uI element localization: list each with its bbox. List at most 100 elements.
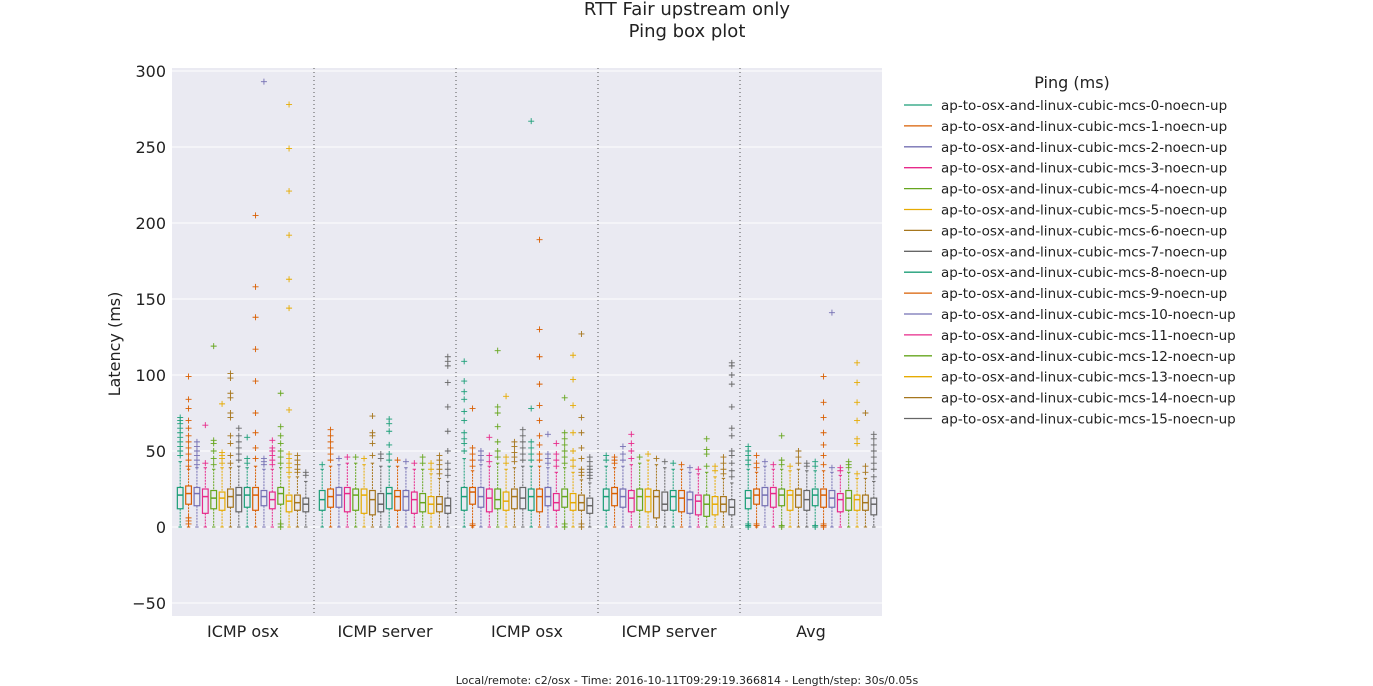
box-4-15 <box>870 431 878 528</box>
box <box>644 488 652 513</box>
legend: Ping (ms) ap-to-osx-and-linux-cubic-mcs-… <box>904 73 1236 428</box>
outlier-point <box>820 461 827 468</box>
legend-item-label: ap-to-osx-and-linux-cubic-mcs-3-noecn-up <box>941 161 1227 177</box>
box-2-14 <box>577 330 585 530</box>
outlier-point <box>854 417 861 424</box>
outlier-point <box>828 464 835 471</box>
outlier-point <box>586 454 593 461</box>
outlier-point <box>553 457 560 464</box>
box-0-3 <box>201 422 209 528</box>
box-3-3 <box>627 431 635 528</box>
outlier-point <box>561 454 568 461</box>
outlier-point <box>628 440 635 447</box>
box-3-1 <box>611 454 619 528</box>
outlier-point <box>252 378 259 385</box>
outlier-point <box>728 372 735 378</box>
x-tick-label: ICMP server <box>337 622 433 641</box>
box-series <box>176 78 878 530</box>
box <box>318 489 326 511</box>
x-tick-label: ICMP osx <box>491 622 563 641</box>
box-4-11 <box>836 464 844 528</box>
outlier-point <box>327 432 334 439</box>
outlier-point <box>227 370 234 377</box>
outlier-point <box>369 429 376 436</box>
outlier-point <box>277 432 284 439</box>
box-2-0 <box>460 358 468 528</box>
outlier-point <box>778 457 785 464</box>
box <box>210 489 218 510</box>
box-1-0 <box>318 461 326 528</box>
outlier-point <box>553 440 560 447</box>
outlier-point <box>528 118 535 125</box>
outlier-point <box>536 381 543 388</box>
box-2-4 <box>494 347 502 528</box>
outlier-point <box>570 429 577 436</box>
outlier-point <box>277 423 284 430</box>
box-4-7 <box>803 460 811 528</box>
outlier-point <box>528 457 535 464</box>
y-tick-label: 300 <box>135 62 166 81</box>
box <box>360 488 368 514</box>
outlier-point <box>327 457 334 464</box>
outlier-point <box>436 452 443 459</box>
box-3-4 <box>636 454 644 528</box>
outlier-point <box>461 417 468 424</box>
outlier-point <box>235 444 242 451</box>
outlier-point <box>252 314 259 321</box>
outlier-point <box>570 352 577 359</box>
outlier-point <box>319 461 326 468</box>
outlier-point <box>294 452 301 459</box>
legend-title: Ping (ms) <box>1034 73 1110 92</box>
box-3-10 <box>686 464 694 528</box>
outlier-point <box>845 458 852 465</box>
box-0-0 <box>176 414 184 528</box>
legend-item-label: ap-to-osx-and-linux-cubic-mcs-5-noecn-up <box>941 203 1227 219</box>
outlier-point <box>461 408 468 415</box>
box <box>494 488 502 510</box>
outlier-point <box>820 452 827 459</box>
outlier-point <box>519 451 526 458</box>
box <box>410 491 418 514</box>
outlier-point <box>544 431 551 438</box>
outlier-point <box>252 429 259 436</box>
outlier-point <box>386 451 393 458</box>
outlier-point <box>536 402 543 409</box>
outlier-point <box>728 473 735 480</box>
outlier-point <box>503 454 510 461</box>
outlier-point <box>444 403 451 410</box>
box <box>385 486 393 510</box>
outlier-point <box>444 379 451 386</box>
legend-item-label: ap-to-osx-and-linux-cubic-mcs-6-noecn-up <box>941 223 1227 239</box>
box <box>652 489 660 519</box>
outlier-point <box>536 432 543 439</box>
box-2-2 <box>477 448 485 528</box>
outlier-point <box>628 455 635 462</box>
box <box>185 485 193 505</box>
outlier-point <box>227 452 234 459</box>
box <box>636 488 644 511</box>
outlier-point <box>444 448 451 454</box>
box-1-2 <box>335 455 343 528</box>
outlier-point <box>185 457 192 464</box>
outlier-point <box>286 451 293 458</box>
outlier-point <box>528 438 535 445</box>
y-tick-label: 50 <box>146 442 166 461</box>
outlier-point <box>286 232 293 239</box>
box <box>803 489 811 511</box>
outlier-point <box>428 460 435 467</box>
outlier-point <box>210 448 217 454</box>
outlier-point <box>177 414 184 421</box>
outlier-point <box>854 470 861 477</box>
box-4-12 <box>845 458 853 528</box>
outlier-point <box>578 444 585 451</box>
outlier-point <box>185 451 192 458</box>
outlier-point <box>578 330 585 337</box>
outlier-point <box>753 452 760 459</box>
outlier-point <box>277 520 284 527</box>
outlier-point <box>854 399 861 406</box>
plot-area <box>172 68 882 616</box>
outlier-point <box>519 432 526 439</box>
box-2-5 <box>502 393 510 528</box>
outlier-point <box>260 455 267 462</box>
box <box>218 491 226 511</box>
